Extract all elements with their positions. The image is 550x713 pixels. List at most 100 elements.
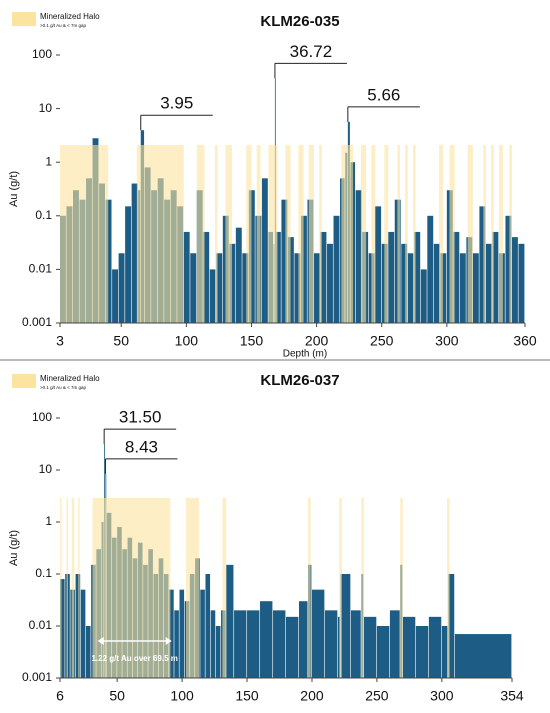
halo-zone bbox=[319, 145, 322, 323]
x-tick-label: 6 bbox=[56, 688, 64, 704]
x-tick-label: 354 bbox=[500, 688, 524, 704]
halo-zone bbox=[298, 145, 304, 323]
halo-zone bbox=[447, 498, 450, 678]
x-tick-label: 250 bbox=[370, 333, 394, 349]
bar bbox=[235, 227, 242, 323]
x-tick-label: 100 bbox=[170, 688, 194, 704]
halo-zone bbox=[449, 145, 455, 323]
halo-zone bbox=[71, 498, 75, 678]
bar bbox=[85, 626, 91, 678]
bar bbox=[294, 253, 301, 323]
bar bbox=[415, 626, 429, 678]
halo-zone bbox=[136, 145, 184, 323]
y-axis-label: Au (g/t) bbox=[8, 530, 20, 566]
bar bbox=[337, 616, 340, 678]
halo-zone bbox=[439, 145, 443, 323]
bar bbox=[350, 610, 361, 678]
callout-label: 36.72 bbox=[290, 42, 333, 61]
bar bbox=[200, 589, 205, 678]
bar bbox=[210, 610, 216, 678]
bar bbox=[281, 199, 288, 323]
bar bbox=[511, 237, 518, 323]
halo-zone bbox=[285, 145, 291, 323]
bar bbox=[209, 269, 216, 323]
bar bbox=[340, 574, 351, 678]
y-tick-label: 100 bbox=[32, 410, 52, 424]
x-axis-label: Depth (m) bbox=[283, 349, 327, 360]
y-tick-label: 0.01 bbox=[29, 262, 53, 276]
y-tick-label: 0.001 bbox=[22, 315, 52, 329]
halo-zone bbox=[360, 145, 367, 323]
legend-note: >0.1 g/t Au & < 7m gap bbox=[40, 23, 87, 28]
bar bbox=[260, 601, 273, 678]
bar bbox=[448, 574, 455, 678]
bar bbox=[174, 610, 179, 678]
bar bbox=[375, 206, 382, 323]
bar bbox=[205, 574, 211, 678]
halo-zone bbox=[78, 498, 80, 678]
halo-zone bbox=[246, 145, 252, 323]
bar bbox=[420, 269, 427, 323]
y-tick-label: 1 bbox=[45, 154, 52, 168]
x-tick-label: 200 bbox=[300, 688, 324, 704]
bar bbox=[216, 253, 223, 323]
y-tick-label: 100 bbox=[32, 47, 52, 61]
bar bbox=[248, 190, 255, 323]
bar bbox=[203, 231, 210, 323]
bar bbox=[407, 253, 414, 323]
halo-zone bbox=[405, 145, 408, 323]
halo-zone bbox=[339, 498, 342, 678]
y-tick-label: 0.001 bbox=[22, 670, 52, 684]
x-tick-label: 100 bbox=[175, 333, 199, 349]
halo-zone bbox=[491, 145, 494, 323]
bar bbox=[247, 610, 260, 678]
bar bbox=[427, 215, 434, 323]
bar bbox=[363, 616, 377, 678]
x-tick-label: 200 bbox=[305, 333, 329, 349]
halo-zone bbox=[361, 498, 364, 678]
halo-zone bbox=[397, 145, 400, 323]
bar bbox=[472, 253, 479, 323]
bar bbox=[242, 253, 249, 323]
bar bbox=[276, 231, 281, 323]
halo-zone bbox=[371, 145, 376, 323]
bar bbox=[273, 610, 286, 678]
x-tick-label: 150 bbox=[235, 688, 259, 704]
legend-label: Mineralized Halo bbox=[40, 374, 100, 383]
x-tick-label: 50 bbox=[109, 688, 125, 704]
chart-title: KLM26-035 bbox=[260, 13, 339, 30]
bar bbox=[505, 215, 512, 323]
halo-zone bbox=[509, 145, 512, 323]
x-tick-label: 250 bbox=[365, 688, 389, 704]
y-tick-label: 10 bbox=[39, 101, 53, 115]
halo-zone bbox=[341, 145, 354, 323]
bar bbox=[298, 601, 308, 678]
bar bbox=[453, 231, 460, 323]
bar bbox=[80, 589, 86, 678]
halo-zone bbox=[498, 145, 503, 323]
halo-zone bbox=[483, 145, 486, 323]
bar bbox=[179, 589, 185, 678]
halo-zone bbox=[60, 145, 109, 323]
legend-swatch bbox=[12, 12, 36, 26]
bar bbox=[118, 253, 125, 323]
halo-zone bbox=[66, 498, 68, 678]
bar bbox=[518, 243, 525, 323]
y-tick-label: 0.01 bbox=[29, 618, 53, 632]
bar bbox=[414, 231, 421, 323]
bar bbox=[190, 253, 197, 323]
x-tick-label: 50 bbox=[113, 333, 129, 349]
halo-zone bbox=[60, 498, 62, 678]
bar bbox=[440, 253, 447, 323]
legend-label: Mineralized Halo bbox=[40, 12, 100, 21]
callout-label: 5.66 bbox=[367, 85, 400, 104]
bar bbox=[327, 243, 333, 323]
x-tick-label: 300 bbox=[430, 688, 454, 704]
y-tick-label: 10 bbox=[39, 462, 53, 476]
bar bbox=[311, 589, 325, 678]
halo-zone bbox=[412, 145, 416, 323]
halo-zone bbox=[256, 145, 261, 323]
legend-swatch bbox=[12, 374, 36, 388]
bar bbox=[428, 616, 442, 678]
halo-zone bbox=[308, 498, 311, 678]
